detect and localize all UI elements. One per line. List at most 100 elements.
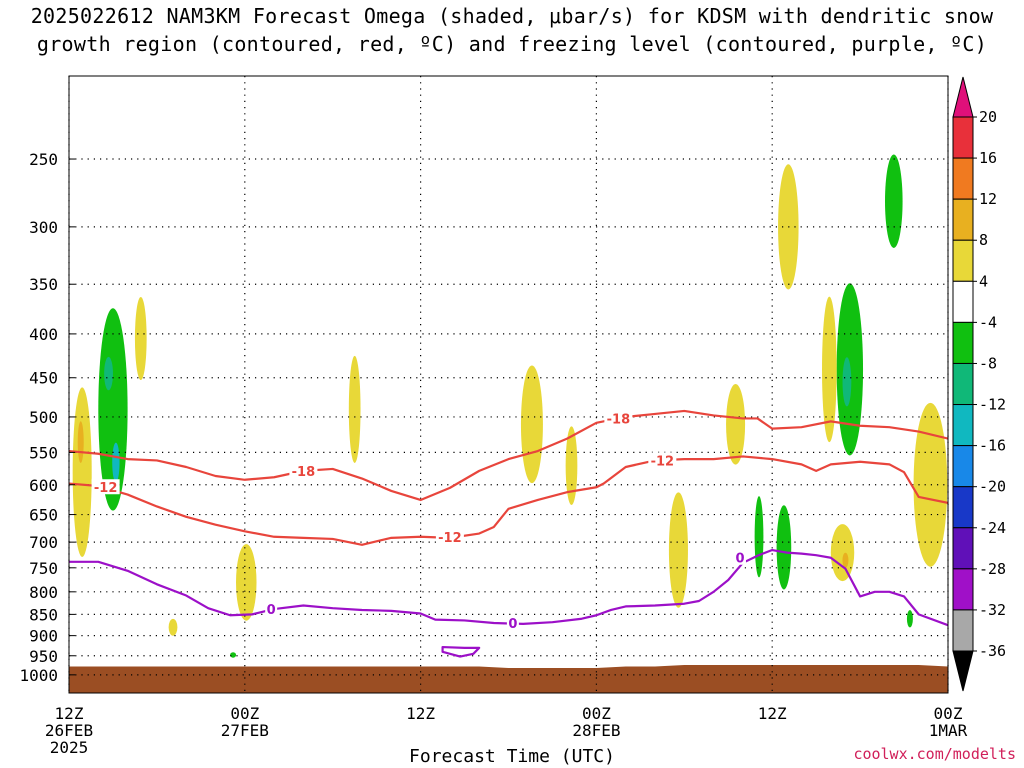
colorbar-cell-7 [952,404,974,447]
y-tick-label: 300 [29,218,58,237]
y-tick-label: 500 [29,408,58,427]
grid-lines [68,76,949,693]
omega-region-11 [565,426,578,506]
omega-region-3 [104,356,113,391]
colorbar-label: 12 [979,190,997,208]
colorbar-cell-2 [952,198,974,241]
colorbar-cell-11 [952,568,974,611]
x-tick-label: 1MAR [929,721,968,740]
contour-line-0-closed [441,645,481,658]
x-tick-label: 27FEB [221,721,269,740]
contour-label-bg [648,452,677,468]
contour-label-bg [733,549,746,565]
x-tick-label: 26FEB [45,721,93,740]
omega-region-6 [168,618,178,636]
omega-region-12 [668,492,688,608]
omega-region-22 [885,154,903,248]
omega-region-5 [134,297,147,381]
x-tick-label: 00Z [582,704,611,723]
omega-region-24 [906,610,913,628]
y-tick-label: 850 [29,605,58,624]
colorbar-label: -24 [979,519,1006,537]
y-tick-label: 450 [29,369,58,388]
omega-shading [72,154,948,658]
colorbar-cell-6 [952,362,974,406]
colorbar-label: -16 [979,437,1006,455]
colorbar: 20 16 12 8 4 -4 -8 -12 -16 -20 -24 -28 -32 -36 [952,76,1006,692]
x-axis-title: Forecast Time (UTC) [409,746,615,767]
colorbar-cell-0 [952,116,974,159]
contour-label-bg [91,479,120,495]
colorbar-label: -28 [979,560,1006,578]
contour-label-bg [289,462,318,478]
colorbar-label: 16 [979,149,997,167]
omega-region-4 [112,442,120,483]
contour-label--18: -18 [292,465,316,480]
contour-label-bg [506,615,519,631]
contour-label--18: -18 [607,412,631,427]
colorbar-label: 20 [979,108,997,126]
y-tick-label: 400 [29,325,58,344]
colorbar-label: 8 [979,231,988,249]
contour-labels: -18 -18 -12 -12 -12 0 0 0 [91,410,746,632]
omega-region-13 [726,384,746,465]
contour-label-0: 0 [508,617,517,632]
omega-region-14 [754,496,764,578]
contour-label-bg [265,601,278,617]
omega-region-21 [842,552,849,568]
omega-region-0 [72,387,92,558]
x-tick-label: 2025 [50,738,89,757]
x-tick-label: 00Z [230,704,259,723]
x-tick-label: 00Z [934,704,963,723]
x-tick-label: 12Z [55,704,84,723]
y-tick-label: 800 [29,583,58,602]
colorbar-cell-5 [952,321,974,364]
omega-region-15 [776,505,792,590]
omega-region-10 [520,365,543,484]
omega-region-20 [830,524,855,582]
contour-lines [69,409,948,658]
y-tick-label: 250 [29,150,58,169]
y-tick-label: 700 [29,533,58,552]
credit-text: coolwx.com/modelts [853,745,1016,763]
chart-title-line2: growth region (contoured, red, ºC) and f… [36,32,988,56]
colorbar-cell-3 [952,239,974,282]
omega-region-9 [348,355,361,463]
colorbar-cell-1 [952,157,974,200]
omega-region-7 [236,544,257,621]
colorbar-label: -20 [979,478,1006,496]
contour-label-bg [435,528,464,544]
x-tick-label: 12Z [406,704,435,723]
colorbar-label: -32 [979,601,1006,619]
contour-line-0 [69,548,948,627]
contour-line--18 [69,409,948,502]
colorbar-cell-4 [952,280,974,323]
y-tick-label: 550 [29,443,58,462]
contour-line--12 [69,455,948,546]
y-tick-label: 600 [29,476,58,495]
contour-label-bg [604,410,633,426]
colorbar-cell-8 [952,445,974,488]
y-tick-label: 1000 [19,666,58,685]
contour-label-0: 0 [735,552,744,567]
x-tick-label: 28FEB [572,721,620,740]
colorbar-label: -12 [979,396,1006,414]
x-tick-label: 12Z [758,704,787,723]
omega-region-23 [913,402,948,567]
colorbar-cell-12 [952,609,974,652]
y-axis: 250 300 350 400 450 500 550 600 650 700 750 800 850 9… [19,150,75,685]
plot-frame [68,75,949,694]
colorbar-label: -36 [979,642,1006,660]
colorbar-label: -8 [979,354,997,372]
contour-label--12: -12 [438,531,462,546]
y-tick-label: 350 [29,275,58,294]
contour-label--12: -12 [94,481,118,496]
colorbar-top-arrow [952,76,974,118]
omega-region-8 [230,652,237,658]
y-tick-label: 750 [29,559,58,578]
colorbar-cell-9 [952,486,974,529]
y-tick-label: 650 [29,506,58,525]
colorbar-label: -4 [979,313,997,331]
